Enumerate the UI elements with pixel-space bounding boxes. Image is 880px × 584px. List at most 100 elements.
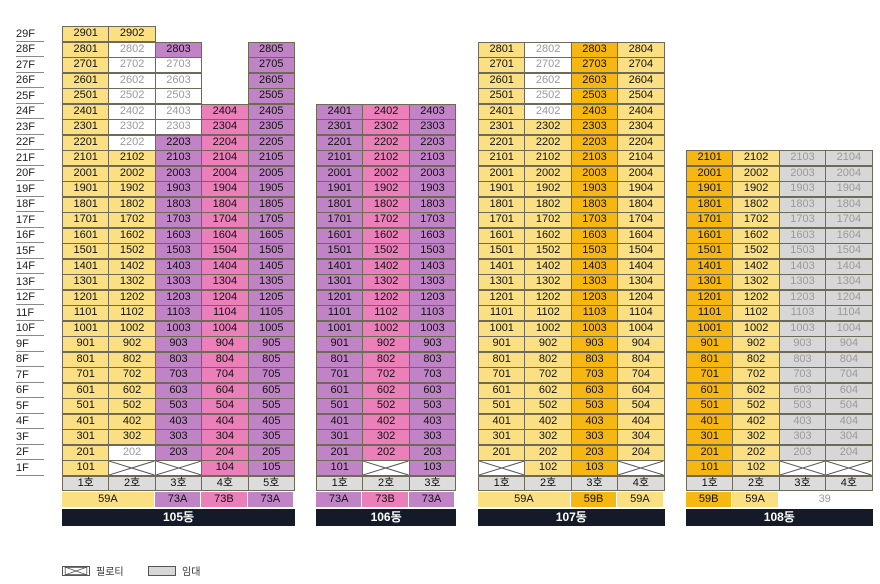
unit-cell: 303 [570,429,619,445]
unit-cell: 701 [478,367,526,383]
unit-cell: 1604 [201,227,249,244]
unit-cell: 2104 [201,150,249,166]
unit-cell: 901 [316,336,364,352]
floor-label: 27F [16,58,44,73]
unit-cell: 1303 [570,274,619,290]
piloti-cell [825,460,873,476]
unit-cell: 1601 [478,227,526,244]
unit-cell: 2101 [686,150,734,166]
unit-cell: 1102 [524,305,572,321]
unit-cell: 905 [247,336,295,352]
floor-label: 12F [16,290,44,305]
unit-cell: 104 [201,460,249,476]
floor-label: 24F [16,104,44,119]
unit-cell: 202 [524,444,572,461]
line-label: 1호 [316,475,364,491]
unit-cell: 1004 [617,320,665,337]
unit-type-label: 59B [686,492,733,507]
unit-cell: 702 [362,367,410,383]
unit-cell: 2803 [570,41,619,58]
unit-cell: 2605 [247,72,295,89]
unit-cell: 2201 [478,134,526,151]
unit-cell: 2204 [617,134,665,151]
unit-cell: 204 [201,444,249,461]
unit-cell: 302 [108,429,156,445]
unit-cell: 1704 [201,212,249,228]
unit-cell: 101 [686,460,734,476]
unit-cell: 702 [108,367,156,383]
unit-cell: 402 [524,413,572,430]
unit-cell: 2401 [62,103,110,120]
unit-cell: 1905 [247,181,295,197]
unit-cell: 2801 [62,41,110,58]
piloti-icon [155,461,202,475]
unit-cell: 1303 [408,274,457,290]
unit-cell: 2004 [201,165,249,182]
unit-cell: 301 [316,429,364,445]
unit-cell: 801 [478,351,526,368]
unit-cell: 2405 [247,103,295,120]
unit-cell: 1001 [478,320,526,337]
unit-cell: 1303 [778,274,827,290]
unit-type-label: 39 [778,492,872,507]
unit-cell: 102 [524,460,572,476]
unit-cell: 902 [524,336,572,352]
building-name: 105동 [62,508,295,526]
unit-cell: 105 [247,460,295,476]
unit-cell: 604 [201,382,249,399]
unit-cell: 1102 [362,305,410,321]
unit-cell: 1904 [825,181,873,197]
unit-cell: 301 [686,429,734,445]
floor-label: 3F [16,430,44,445]
line-label: 1호 [686,475,734,491]
unit-cell: 1304 [201,274,249,290]
unit-cell: 203 [778,444,827,461]
piloti-icon [618,461,664,475]
unit-cell: 2104 [825,150,873,166]
legend-rental: 임대 [148,563,200,578]
building-name: 106동 [316,508,457,526]
unit-cell: 1202 [108,289,156,306]
floor-label: 2F [16,445,44,460]
unit-cell: 601 [316,382,364,399]
unit-cell: 1202 [362,289,410,306]
unit-cell: 1904 [617,181,665,197]
unit-cell: 203 [570,444,619,461]
unit-cell: 2202 [362,134,410,151]
unit-cell: 2003 [408,165,457,182]
unit-cell: 2003 [570,165,619,182]
unit-cell: 1302 [362,274,410,290]
unit-cell: 1003 [408,320,457,337]
unit-cell: 1903 [570,181,619,197]
unit-cell: 1302 [524,274,572,290]
unit-cell: 2802 [108,41,156,58]
unit-cell: 2401 [316,103,364,120]
unit-cell: 603 [408,382,457,399]
unit-cell: 1101 [316,305,364,321]
unit-cell: 1502 [108,243,156,259]
unit-cell: 1401 [686,258,734,275]
unit-cell: 2305 [247,119,295,135]
unit-cell: 203 [154,444,203,461]
line-label: 4호 [201,475,249,491]
unit-cell: 604 [617,382,665,399]
unit-cell: 2901 [62,26,110,42]
unit-cell: 1803 [570,196,619,213]
line-label: 2호 [108,475,156,491]
unit-cell: 1602 [732,227,780,244]
unit-cell: 801 [686,351,734,368]
unit-cell: 1002 [108,320,156,337]
unit-cell: 1003 [154,320,203,337]
unit-cell: 802 [524,351,572,368]
unit-cell: 2202 [524,134,572,151]
unit-cell: 2303 [154,119,203,135]
unit-cell: 1001 [686,320,734,337]
unit-cell: 1703 [778,212,827,228]
unit-cell: 2603 [154,72,203,89]
unit-cell: 1703 [408,212,457,228]
unit-cell: 502 [524,398,572,414]
unit-cell: 1301 [316,274,364,290]
unit-cell: 604 [825,382,873,399]
unit-cell: 702 [732,367,780,383]
unit-cell: 1901 [316,181,364,197]
